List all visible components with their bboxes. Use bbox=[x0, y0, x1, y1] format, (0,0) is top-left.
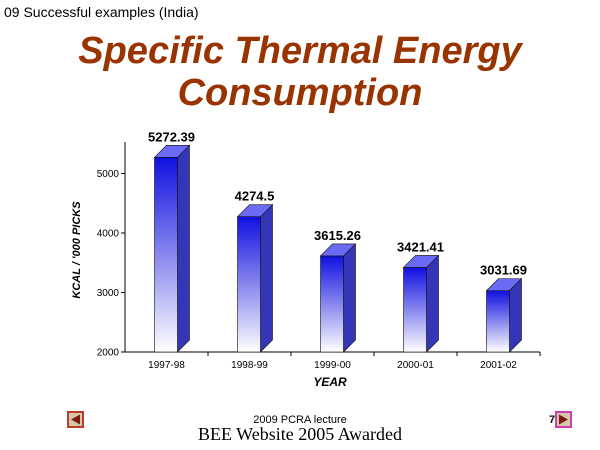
previous-slide-button[interactable] bbox=[67, 411, 84, 428]
bar bbox=[320, 255, 344, 353]
bar bbox=[237, 216, 261, 353]
bar-top bbox=[485, 278, 523, 291]
slide-title: Specific Thermal Energy Consumption bbox=[0, 30, 600, 114]
x-tick-label: 1997-98 bbox=[148, 360, 185, 371]
next-slide-button[interactable] bbox=[555, 411, 572, 428]
bar bbox=[486, 290, 510, 353]
x-tick-label: 2000-01 bbox=[397, 360, 434, 371]
triangle-left-icon bbox=[71, 414, 80, 425]
x-tick-label: 2001-02 bbox=[480, 360, 517, 371]
bar-side bbox=[343, 243, 356, 353]
slide-title-line-1: Specific Thermal Energy bbox=[78, 30, 522, 72]
x-tick-label: 1999-00 bbox=[314, 360, 351, 371]
bar-side bbox=[260, 203, 273, 353]
bar bbox=[154, 156, 178, 353]
bar-side bbox=[426, 254, 439, 353]
y-tick-label: 3000 bbox=[97, 288, 120, 299]
bar bbox=[403, 267, 427, 353]
bar-value-label: 4274.5 bbox=[235, 189, 275, 204]
page-number: 7 bbox=[549, 414, 556, 426]
bar-top bbox=[236, 204, 274, 217]
bar-side bbox=[177, 144, 190, 353]
y-tick-label: 2000 bbox=[97, 348, 120, 359]
footer-award: BEE Website 2005 Awarded bbox=[197, 424, 403, 444]
x-tick-label: 1998-99 bbox=[231, 360, 268, 371]
bar-top bbox=[153, 144, 191, 158]
bar-side bbox=[509, 277, 522, 353]
bar-value-label: 3421.41 bbox=[397, 239, 444, 254]
footer-lecture: 2009 PCRA lecture bbox=[253, 414, 347, 426]
bar-top bbox=[402, 255, 440, 268]
y-tick-label: 4000 bbox=[97, 229, 120, 240]
x-axis-label: YEAR bbox=[313, 375, 347, 389]
bar-value-label: 3615.26 bbox=[314, 228, 361, 243]
bar-top bbox=[319, 243, 357, 257]
triangle-right-icon bbox=[559, 414, 568, 425]
bar-value-label: 3031.69 bbox=[480, 263, 527, 278]
slide-title-line-2: Consumption bbox=[177, 72, 423, 114]
y-axis-label: KCAL / '000 PICKS bbox=[71, 201, 83, 299]
header-text: 09 Successful examples (India) bbox=[4, 4, 199, 20]
bar-value-label: 5272.39 bbox=[148, 129, 195, 144]
y-tick-label: 5000 bbox=[97, 169, 120, 180]
